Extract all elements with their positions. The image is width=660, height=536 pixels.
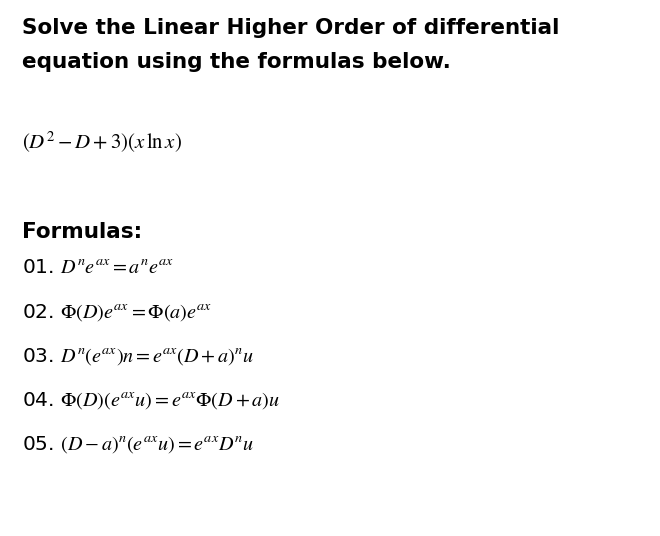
Text: 02. $\Phi(D)e^{ax} = \Phi(a)e^{ax}$: 02. $\Phi(D)e^{ax} = \Phi(a)e^{ax}$ xyxy=(22,302,212,323)
Text: equation using the formulas below.: equation using the formulas below. xyxy=(22,52,451,72)
Text: $(D^2 - D + 3)(x\,\ln x)$: $(D^2 - D + 3)(x\,\ln x)$ xyxy=(22,130,182,155)
Text: Formulas:: Formulas: xyxy=(22,222,142,242)
Text: 03. $D^n(e^{ax})n = e^{ax}(D + a)^n u$: 03. $D^n(e^{ax})n = e^{ax}(D + a)^n u$ xyxy=(22,346,254,367)
Text: 05. $(D - a)^n(e^{ax}u) = e^{ax}D^n u$: 05. $(D - a)^n(e^{ax}u) = e^{ax}D^n u$ xyxy=(22,434,254,455)
Text: Solve the Linear Higher Order of differential: Solve the Linear Higher Order of differe… xyxy=(22,18,560,38)
Text: 01. $D^n e^{ax} = a^n e^{ax}$: 01. $D^n e^{ax} = a^n e^{ax}$ xyxy=(22,258,174,277)
Text: 04. $\Phi(D)(e^{ax}u) = e^{ax}\Phi(D + a)u$: 04. $\Phi(D)(e^{ax}u) = e^{ax}\Phi(D + a… xyxy=(22,390,280,411)
